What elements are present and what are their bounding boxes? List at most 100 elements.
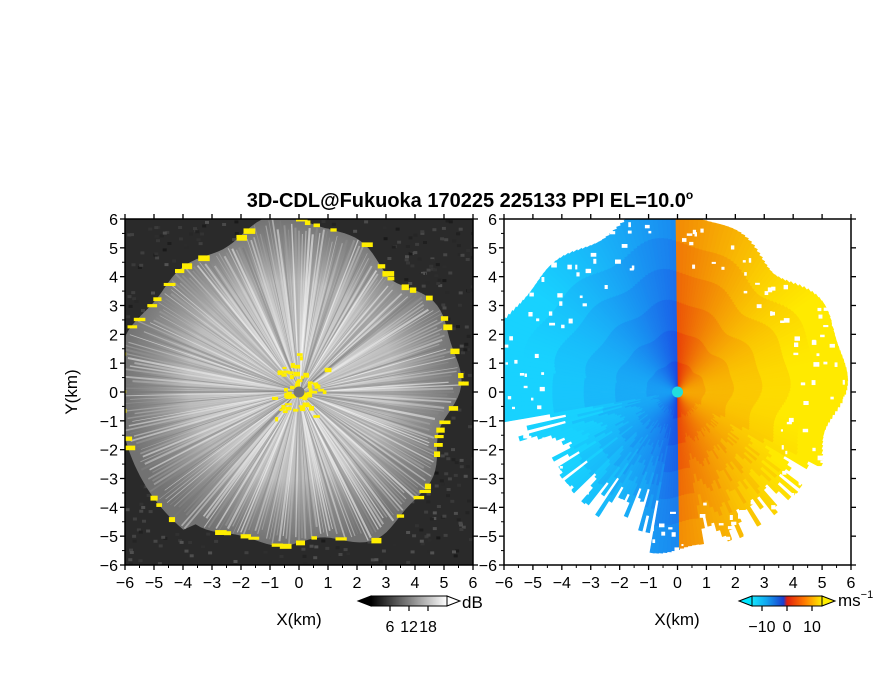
snr-ray [298, 391, 356, 537]
velocity-gap [832, 436, 839, 439]
snr-noise-speckle [434, 471, 439, 475]
velocity-gap [698, 207, 703, 210]
snr-ray [125, 391, 300, 397]
velocity-gap [579, 295, 583, 299]
velocity-colorbar-left-arrow [737, 595, 753, 607]
snr-noise-speckle [155, 256, 160, 260]
velocity-gap [582, 303, 587, 307]
snr-ray [298, 370, 457, 393]
snr-noise-speckle [468, 538, 473, 542]
snr-y-tick-label: 3 [109, 299, 118, 316]
velocity-gap [710, 209, 715, 213]
velocity-gap [802, 428, 809, 433]
snr-noise-speckle [154, 252, 159, 256]
snr-edge-saturation [296, 219, 308, 222]
snr-noise-speckle [325, 546, 330, 550]
velocity-gap [604, 285, 608, 290]
snr-noise-speckle [188, 541, 193, 544]
velocity-gap [516, 424, 520, 430]
snr-noise-speckle [459, 528, 464, 531]
snr-ray [298, 241, 333, 393]
velocity-gap [529, 292, 534, 297]
velocity-cell [549, 409, 573, 418]
velocity-x-tick-label: 0 [673, 575, 682, 592]
snr-edge-saturation [439, 420, 451, 425]
snr-x-tick-label: −4 [174, 575, 192, 592]
velocity-gap [555, 508, 561, 511]
snr-center-saturation [307, 393, 313, 398]
snr-ray [298, 391, 435, 453]
velocity-x-tick-label: −1 [639, 575, 657, 592]
snr-center-saturation [294, 364, 301, 369]
velocity-gap [692, 264, 696, 269]
velocity-cell [555, 429, 578, 441]
velocity-gap [529, 475, 536, 480]
snr-center-saturation [318, 388, 325, 392]
snr-noise-speckle [410, 550, 415, 554]
snr-noise-speckle [451, 327, 456, 331]
snr-noise-speckle [442, 514, 447, 518]
velocity-cell [774, 474, 799, 496]
velocity-gap [742, 260, 746, 263]
snr-ray [165, 298, 300, 393]
velocity-cell [647, 219, 656, 240]
velocity-y-tick-label: −6 [479, 558, 497, 575]
snr-noise-speckle [452, 239, 457, 243]
velocity-gap [794, 493, 799, 496]
snr-noise-speckle [471, 457, 473, 461]
snr-noise-speckle [456, 325, 460, 329]
velocity-gap [504, 461, 507, 466]
velocity-colorbar: −10 0 10 ms−1 [737, 589, 873, 636]
velocity-cell [666, 524, 673, 553]
velocity-gap [775, 497, 781, 501]
snr-noise-speckle [448, 220, 453, 224]
snr-ray [125, 348, 300, 394]
snr-noise-speckle [467, 373, 472, 377]
snr-noise-speckle [234, 232, 239, 235]
velocity-cell [504, 357, 525, 366]
snr-noise-speckle [442, 306, 447, 310]
snr-noise-speckle [455, 549, 460, 553]
snr-y-tick-label: −1 [100, 414, 118, 431]
velocity-cell [526, 420, 554, 431]
snr-noise-speckle [464, 342, 469, 346]
velocity-cell [797, 429, 824, 442]
snr-edge-saturation [458, 373, 464, 379]
snr-noise-speckle [143, 485, 148, 489]
snr-noise-speckle [127, 233, 132, 237]
snr-noise-speckle [335, 546, 340, 550]
snr-noise-speckle [465, 258, 470, 261]
velocity-gap [692, 229, 697, 235]
velocity-cell [621, 480, 634, 501]
velocity-x-axis-label: X(km) [654, 610, 699, 629]
snr-noise-speckle [451, 448, 455, 452]
velocity-cell [795, 296, 823, 317]
velocity-gap [831, 322, 836, 327]
velocity-gap [548, 311, 553, 316]
velocity-cell [757, 485, 778, 509]
snr-y-axis-label: Y(km) [62, 369, 81, 414]
snr-noise-speckle [189, 232, 193, 236]
snr-ray [298, 391, 421, 495]
snr-noise-speckle [201, 545, 206, 549]
velocity-gap [730, 245, 735, 250]
snr-radar-site [293, 386, 305, 398]
velocity-gap [771, 505, 776, 510]
snr-noise-speckle [364, 220, 369, 224]
snr-noise-speckle [444, 452, 449, 456]
snr-center-saturation [307, 392, 312, 396]
velocity-gap [861, 363, 867, 367]
velocity-gap [519, 373, 525, 376]
snr-x-tick-label: 2 [353, 575, 362, 592]
velocity-gap [711, 550, 714, 555]
velocity-gap [758, 531, 763, 535]
snr-noise-speckle [442, 279, 447, 283]
velocity-gap [744, 272, 747, 276]
snr-ray [216, 255, 300, 393]
snr-ray [149, 391, 300, 493]
snr-noise-speckle [446, 488, 451, 491]
velocity-gap [629, 268, 634, 271]
velocity-gap [586, 491, 589, 495]
snr-noise-speckle [139, 509, 144, 513]
snr-y-tick-label: −4 [100, 500, 118, 517]
